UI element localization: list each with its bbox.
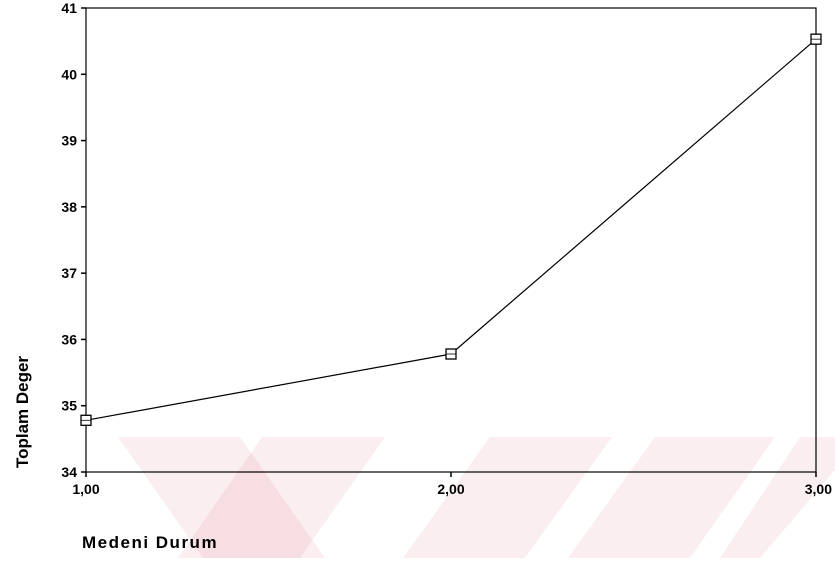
watermark <box>118 437 835 558</box>
x-tick-label: 3,00 <box>805 481 832 497</box>
y-tick-label: 38 <box>61 199 77 215</box>
y-tick-label: 39 <box>61 133 77 149</box>
y-tick-label: 36 <box>61 331 77 347</box>
x-tick-label: 2,00 <box>437 481 464 497</box>
y-tick-label: 37 <box>61 265 77 281</box>
x-axis: 1,00 2,00 3,00 <box>72 472 832 497</box>
y-tick-label: 35 <box>61 398 77 414</box>
series-layer <box>80 33 822 426</box>
y-tick-label: 40 <box>61 66 77 82</box>
watermark-stripe <box>568 437 775 558</box>
y-axis: 34 35 36 37 38 39 40 41 <box>61 0 86 480</box>
y-tick-label: 41 <box>61 0 77 16</box>
watermark-stripe <box>178 437 385 558</box>
y-axis-title: Toplam Deger <box>13 356 32 468</box>
plot-frame <box>85 7 817 473</box>
y-tick-label: 34 <box>61 464 77 480</box>
watermark-stripe <box>720 437 835 558</box>
series-line <box>85 38 817 421</box>
x-axis-title: Medeni Durum <box>82 533 218 552</box>
x-tick-label: 1,00 <box>72 481 99 497</box>
watermark-stripe <box>403 437 612 558</box>
watermark-stripe <box>118 437 325 558</box>
